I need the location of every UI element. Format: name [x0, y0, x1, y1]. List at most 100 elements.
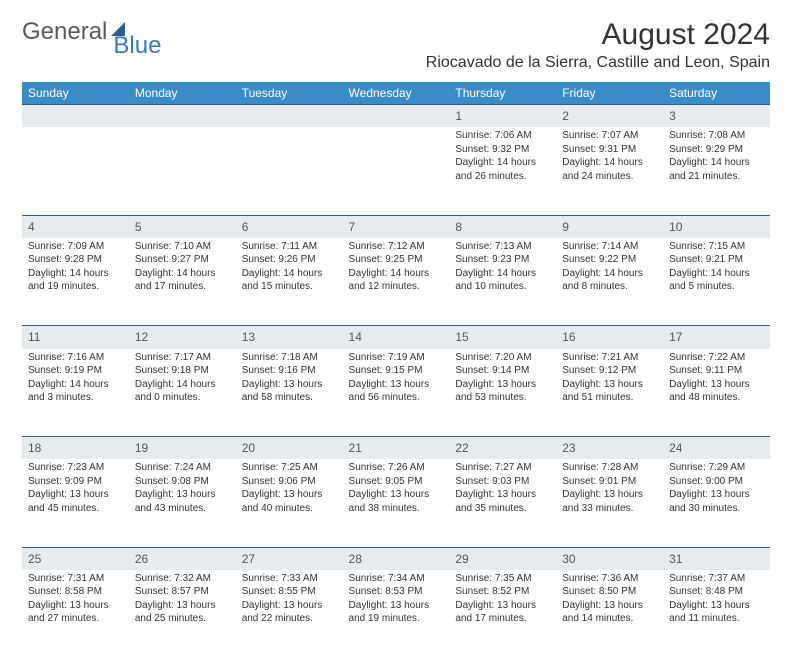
- week-row: Sunrise: 7:16 AMSunset: 9:19 PMDaylight:…: [22, 349, 770, 437]
- daynum-cell: 20: [236, 437, 343, 460]
- sunrise-line: Sunrise: 7:29 AM: [669, 461, 764, 475]
- day-cell: Sunrise: 7:14 AMSunset: 9:22 PMDaylight:…: [556, 238, 663, 326]
- sunset-line: Sunset: 9:01 PM: [562, 475, 657, 489]
- day-cell-body: Sunrise: 7:32 AMSunset: 8:57 PMDaylight:…: [129, 570, 236, 630]
- daynum-cell: 22: [449, 437, 556, 460]
- sunrise-line: Sunrise: 7:26 AM: [349, 461, 444, 475]
- sunrise-line: Sunrise: 7:15 AM: [669, 240, 764, 254]
- day-cell-body: Sunrise: 7:14 AMSunset: 9:22 PMDaylight:…: [556, 238, 663, 298]
- daylight-line: Daylight: 14 hours and 10 minutes.: [455, 267, 550, 294]
- day-cell-body: Sunrise: 7:26 AMSunset: 9:05 PMDaylight:…: [343, 459, 450, 519]
- daynum-cell: 23: [556, 437, 663, 460]
- daylight-line: Daylight: 13 hours and 25 minutes.: [135, 599, 230, 626]
- daynum-cell: 10: [663, 215, 770, 238]
- sunset-line: Sunset: 9:05 PM: [349, 475, 444, 489]
- daylight-line: Daylight: 14 hours and 15 minutes.: [242, 267, 337, 294]
- day-cell-body: Sunrise: 7:33 AMSunset: 8:55 PMDaylight:…: [236, 570, 343, 630]
- day-cell: Sunrise: 7:15 AMSunset: 9:21 PMDaylight:…: [663, 238, 770, 326]
- sunrise-line: Sunrise: 7:31 AM: [28, 572, 123, 586]
- sunrise-line: Sunrise: 7:11 AM: [242, 240, 337, 254]
- daynum-row: 45678910: [22, 215, 770, 238]
- month-title: August 2024: [426, 18, 770, 52]
- day-cell-body: Sunrise: 7:06 AMSunset: 9:32 PMDaylight:…: [449, 127, 556, 187]
- page-header: General Blue August 2024 Riocavado de la…: [22, 18, 770, 72]
- daynum-cell: 5: [129, 215, 236, 238]
- daynum-row: 18192021222324: [22, 437, 770, 460]
- day-cell-body: Sunrise: 7:17 AMSunset: 9:18 PMDaylight:…: [129, 349, 236, 409]
- day-cell-body: Sunrise: 7:18 AMSunset: 9:16 PMDaylight:…: [236, 349, 343, 409]
- week-row: Sunrise: 7:09 AMSunset: 9:28 PMDaylight:…: [22, 238, 770, 326]
- weekday-header: Tuesday: [236, 82, 343, 105]
- sunrise-line: Sunrise: 7:28 AM: [562, 461, 657, 475]
- daylight-line: Daylight: 14 hours and 17 minutes.: [135, 267, 230, 294]
- day-cell: Sunrise: 7:19 AMSunset: 9:15 PMDaylight:…: [343, 349, 450, 437]
- sunrise-line: Sunrise: 7:08 AM: [669, 129, 764, 143]
- day-cell: Sunrise: 7:12 AMSunset: 9:25 PMDaylight:…: [343, 238, 450, 326]
- day-cell: Sunrise: 7:26 AMSunset: 9:05 PMDaylight:…: [343, 459, 450, 547]
- daylight-line: Daylight: 13 hours and 19 minutes.: [349, 599, 444, 626]
- day-cell: Sunrise: 7:31 AMSunset: 8:58 PMDaylight:…: [22, 570, 129, 658]
- daylight-line: Daylight: 14 hours and 5 minutes.: [669, 267, 764, 294]
- week-row: Sunrise: 7:06 AMSunset: 9:32 PMDaylight:…: [22, 127, 770, 215]
- daynum-row: 11121314151617: [22, 326, 770, 349]
- sunset-line: Sunset: 8:57 PM: [135, 585, 230, 599]
- daynum-row: 25262728293031: [22, 547, 770, 570]
- sunrise-line: Sunrise: 7:07 AM: [562, 129, 657, 143]
- day-cell: Sunrise: 7:37 AMSunset: 8:48 PMDaylight:…: [663, 570, 770, 658]
- daylight-line: Daylight: 14 hours and 12 minutes.: [349, 267, 444, 294]
- day-cell: Sunrise: 7:11 AMSunset: 9:26 PMDaylight:…: [236, 238, 343, 326]
- calendar-table: Sunday Monday Tuesday Wednesday Thursday…: [22, 82, 770, 658]
- weekday-header: Monday: [129, 82, 236, 105]
- day-cell: [343, 127, 450, 215]
- sunset-line: Sunset: 8:53 PM: [349, 585, 444, 599]
- daynum-cell: 13: [236, 326, 343, 349]
- daynum-cell: 14: [343, 326, 450, 349]
- day-cell: Sunrise: 7:22 AMSunset: 9:11 PMDaylight:…: [663, 349, 770, 437]
- daylight-line: Daylight: 13 hours and 56 minutes.: [349, 378, 444, 405]
- weekday-header: Sunday: [22, 82, 129, 105]
- sunset-line: Sunset: 9:00 PM: [669, 475, 764, 489]
- sunset-line: Sunset: 9:21 PM: [669, 253, 764, 267]
- day-cell: Sunrise: 7:18 AMSunset: 9:16 PMDaylight:…: [236, 349, 343, 437]
- day-cell-body: Sunrise: 7:23 AMSunset: 9:09 PMDaylight:…: [22, 459, 129, 519]
- day-cell-body: Sunrise: 7:19 AMSunset: 9:15 PMDaylight:…: [343, 349, 450, 409]
- day-cell-body: Sunrise: 7:28 AMSunset: 9:01 PMDaylight:…: [556, 459, 663, 519]
- daynum-cell: 27: [236, 547, 343, 570]
- day-cell: Sunrise: 7:33 AMSunset: 8:55 PMDaylight:…: [236, 570, 343, 658]
- sunrise-line: Sunrise: 7:13 AM: [455, 240, 550, 254]
- day-cell: Sunrise: 7:24 AMSunset: 9:08 PMDaylight:…: [129, 459, 236, 547]
- daynum-cell: 24: [663, 437, 770, 460]
- location: Riocavado de la Sierra, Castille and Leo…: [426, 54, 770, 72]
- day-cell-body: Sunrise: 7:12 AMSunset: 9:25 PMDaylight:…: [343, 238, 450, 298]
- day-cell: Sunrise: 7:17 AMSunset: 9:18 PMDaylight:…: [129, 349, 236, 437]
- sunrise-line: Sunrise: 7:25 AM: [242, 461, 337, 475]
- day-cell: [236, 127, 343, 215]
- weekday-header: Wednesday: [343, 82, 450, 105]
- sunrise-line: Sunrise: 7:23 AM: [28, 461, 123, 475]
- daylight-line: Daylight: 13 hours and 53 minutes.: [455, 378, 550, 405]
- sunset-line: Sunset: 9:26 PM: [242, 253, 337, 267]
- day-cell-body: Sunrise: 7:25 AMSunset: 9:06 PMDaylight:…: [236, 459, 343, 519]
- daynum-cell: 19: [129, 437, 236, 460]
- day-cell: Sunrise: 7:28 AMSunset: 9:01 PMDaylight:…: [556, 459, 663, 547]
- daylight-line: Daylight: 13 hours and 48 minutes.: [669, 378, 764, 405]
- day-cell: Sunrise: 7:06 AMSunset: 9:32 PMDaylight:…: [449, 127, 556, 215]
- daylight-line: Daylight: 14 hours and 8 minutes.: [562, 267, 657, 294]
- sunrise-line: Sunrise: 7:24 AM: [135, 461, 230, 475]
- daynum-cell: 8: [449, 215, 556, 238]
- daylight-line: Daylight: 13 hours and 17 minutes.: [455, 599, 550, 626]
- sunset-line: Sunset: 9:11 PM: [669, 364, 764, 378]
- calendar-body: 123Sunrise: 7:06 AMSunset: 9:32 PMDaylig…: [22, 105, 770, 658]
- daynum-cell: 12: [129, 326, 236, 349]
- sunset-line: Sunset: 9:08 PM: [135, 475, 230, 489]
- sunset-line: Sunset: 9:23 PM: [455, 253, 550, 267]
- daylight-line: Daylight: 13 hours and 22 minutes.: [242, 599, 337, 626]
- daynum-cell: 7: [343, 215, 450, 238]
- sunrise-line: Sunrise: 7:36 AM: [562, 572, 657, 586]
- daylight-line: Daylight: 13 hours and 14 minutes.: [562, 599, 657, 626]
- day-cell-body: Sunrise: 7:37 AMSunset: 8:48 PMDaylight:…: [663, 570, 770, 630]
- sunrise-line: Sunrise: 7:10 AM: [135, 240, 230, 254]
- daylight-line: Daylight: 13 hours and 40 minutes.: [242, 488, 337, 515]
- daylight-line: Daylight: 13 hours and 30 minutes.: [669, 488, 764, 515]
- daylight-line: Daylight: 14 hours and 0 minutes.: [135, 378, 230, 405]
